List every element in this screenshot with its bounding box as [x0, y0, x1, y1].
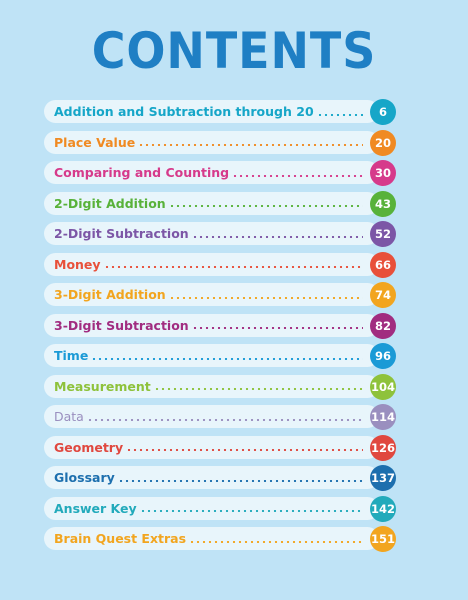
dot-leader: [232, 174, 363, 177]
dot-leader: [316, 113, 363, 116]
toc-entry-label: Time: [54, 348, 89, 363]
dot-leader: [91, 357, 363, 360]
page-number-badge: 126: [370, 434, 396, 461]
page-number-badge: 114: [370, 404, 396, 430]
toc-entry-bar: Money: [44, 252, 379, 276]
dot-leader: [153, 388, 363, 390]
page-number-badge: 142: [370, 495, 396, 522]
toc-entry[interactable]: 3-Digit Addition 74: [44, 282, 396, 308]
page-title: CONTENTS: [91, 22, 377, 80]
toc-entry[interactable]: 2-Digit Subtraction 52: [44, 221, 396, 247]
toc-entry[interactable]: Place Value 20: [44, 129, 396, 156]
toc-entry-bar: 2-Digit Subtraction: [44, 222, 379, 245]
toc-entry[interactable]: Brain Quest Extras 151: [44, 526, 396, 552]
toc-entry[interactable]: 2-Digit Addition 43: [44, 190, 396, 217]
dot-leader: [139, 510, 363, 512]
toc-entry-bar: Geometry: [44, 435, 379, 459]
dot-leader: [138, 144, 363, 146]
toc-entry[interactable]: Addition and Subtraction through 20 6: [44, 99, 396, 125]
page-number-badge: 30: [370, 160, 396, 186]
page-number-badge: 43: [370, 190, 396, 217]
toc-entry[interactable]: Measurement 104: [44, 373, 396, 400]
toc-entry-label: 3-Digit Subtraction: [54, 317, 189, 333]
toc-entry-label: Money: [54, 256, 101, 272]
toc-entry[interactable]: Money 66: [44, 251, 396, 278]
toc-entry-bar: 3-Digit Subtraction: [44, 313, 379, 337]
page-number-badge: 74: [370, 282, 396, 308]
dot-leader: [117, 479, 363, 482]
toc-entry-bar: Data: [44, 405, 379, 428]
toc-entry-label: Data: [54, 409, 84, 424]
toc-entry-label: Measurement: [54, 378, 151, 394]
toc-entry[interactable]: Data 114: [44, 404, 396, 430]
toc-entry[interactable]: Answer Key 142: [44, 495, 396, 522]
toc-entry-label: Place Value: [54, 134, 136, 150]
toc-entry-label: Brain Quest Extras: [54, 531, 187, 546]
dot-leader: [191, 327, 363, 329]
page-number-badge: 104: [370, 373, 396, 400]
dot-leader: [103, 266, 363, 268]
toc-entry-label: Addition and Subtraction through 20: [54, 104, 314, 119]
toc-entry-label: Answer Key: [54, 500, 137, 516]
toc-entry[interactable]: 3-Digit Subtraction 82: [44, 312, 396, 339]
dot-leader: [191, 235, 363, 238]
toc-entry[interactable]: Time 96: [44, 343, 396, 369]
table-of-contents: Addition and Subtraction through 20 6 Plac…: [44, 99, 396, 557]
toc-entry-bar: Comparing and Counting: [44, 161, 379, 184]
page-number-badge: 151: [370, 526, 396, 552]
page-number-badge: 137: [370, 465, 396, 491]
toc-entry-bar: Measurement: [44, 374, 379, 398]
toc-entry-label: Glossary: [54, 470, 115, 485]
page-number-badge: 6: [370, 99, 396, 125]
page-number-badge: 82: [370, 312, 396, 339]
toc-entry-bar: Addition and Subtraction through 20: [44, 100, 379, 123]
toc-entry-label: 2-Digit Addition: [54, 195, 166, 211]
toc-entry-bar: Place Value: [44, 130, 379, 154]
toc-entry-bar: 3-Digit Addition: [44, 283, 379, 306]
toc-entry-label: 3-Digit Addition: [54, 287, 166, 302]
page-number-badge: 96: [370, 343, 396, 369]
page-number-badge: 20: [370, 129, 396, 156]
toc-entry-bar: Time: [44, 344, 379, 367]
dot-leader: [168, 296, 363, 299]
toc-entry-label: 2-Digit Subtraction: [54, 226, 189, 241]
toc-entry-bar: 2-Digit Addition: [44, 191, 379, 215]
toc-entry-bar: Glossary: [44, 466, 379, 489]
dot-leader: [189, 540, 363, 543]
toc-entry[interactable]: Comparing and Counting 30: [44, 160, 396, 186]
page-number-badge: 66: [370, 251, 396, 278]
page-number-badge: 52: [370, 221, 396, 247]
toc-entry[interactable]: Glossary 137: [44, 465, 396, 491]
toc-entry-bar: Answer Key: [44, 496, 379, 520]
toc-entry-label: Geometry: [54, 439, 124, 455]
toc-entry-bar: Brain Quest Extras: [44, 527, 379, 550]
dot-leader: [126, 449, 363, 451]
dot-leader: [86, 418, 363, 421]
toc-entry[interactable]: Geometry 126: [44, 434, 396, 461]
toc-entry-label: Comparing and Counting: [54, 165, 230, 180]
dot-leader: [168, 205, 363, 207]
